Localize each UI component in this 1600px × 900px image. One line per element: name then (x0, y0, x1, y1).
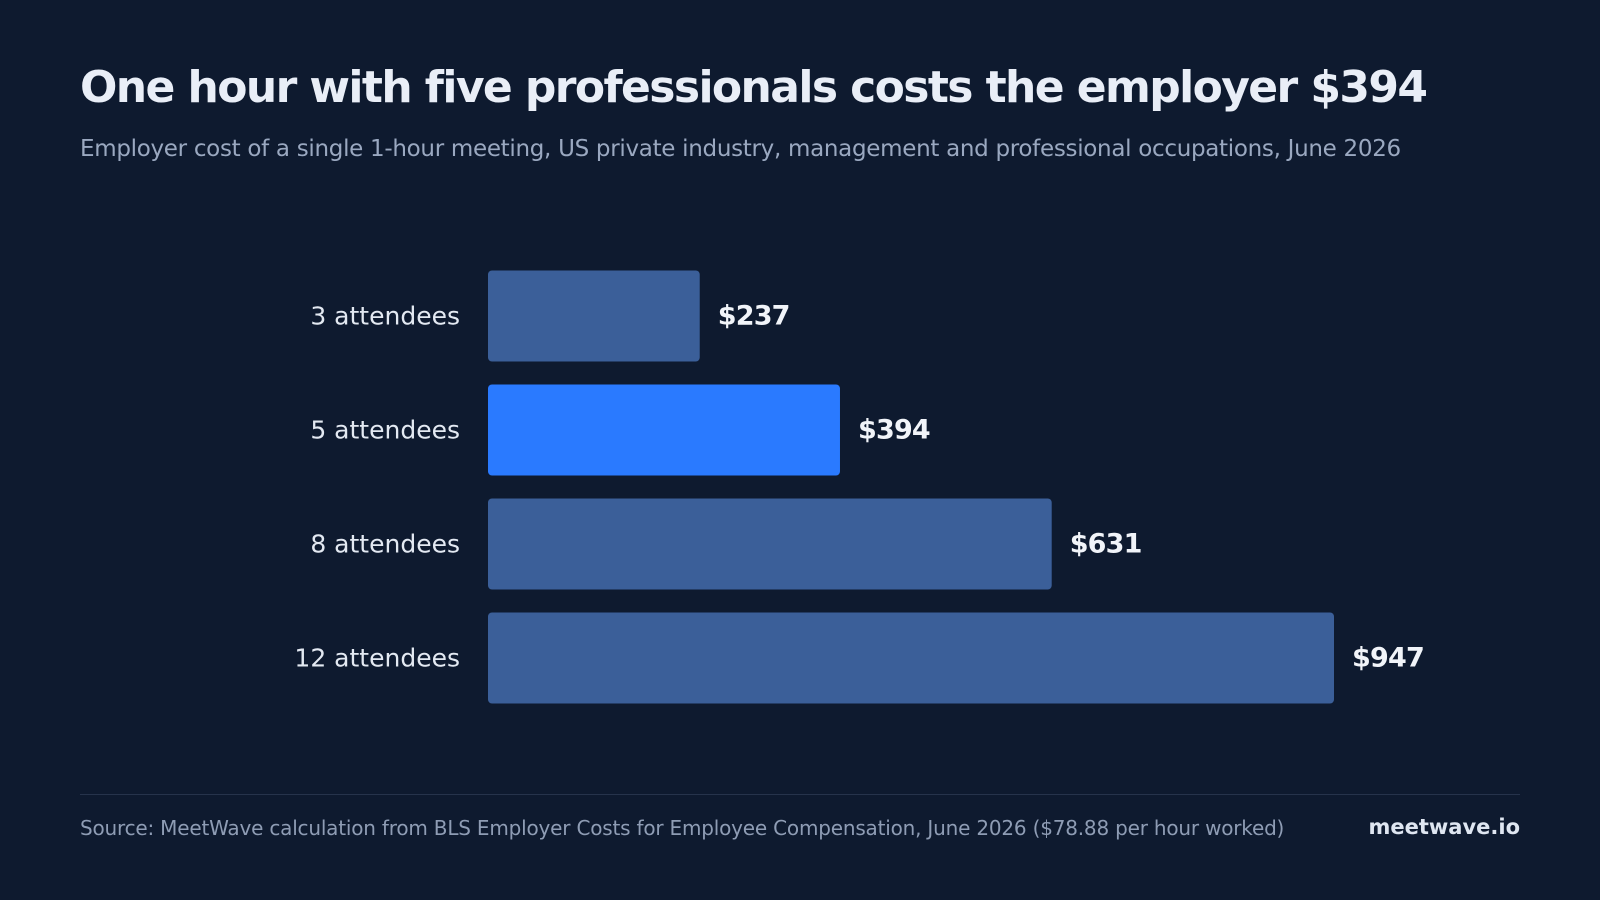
bar-12-attendees (488, 612, 1334, 704)
bar-5-attendees (488, 384, 840, 476)
value-label: $947 (1352, 643, 1424, 674)
chart-subtitle: Employer cost of a single 1-hour meeting… (80, 136, 1401, 162)
category-label: 3 attendees (310, 302, 460, 331)
bar-8-attendees (488, 498, 1052, 590)
category-label: 5 attendees (310, 416, 460, 445)
category-label: 8 attendees (310, 530, 460, 559)
value-label: $237 (718, 301, 790, 332)
bar-chart: 3 attendees $237 5 attendees $394 8 attendee… (294, 270, 1425, 704)
value-label: $631 (1070, 529, 1142, 560)
category-label: 12 attendees (294, 644, 460, 673)
chart-title: One hour with five professionals costs t… (80, 62, 1428, 113)
footer-divider (80, 794, 1520, 795)
value-label: $394 (858, 415, 930, 446)
source-note: Source: MeetWave calculation from BLS Em… (80, 816, 1285, 840)
brand-logo[interactable]: meetwave.io (1368, 815, 1520, 839)
bar-3-attendees (488, 270, 700, 362)
